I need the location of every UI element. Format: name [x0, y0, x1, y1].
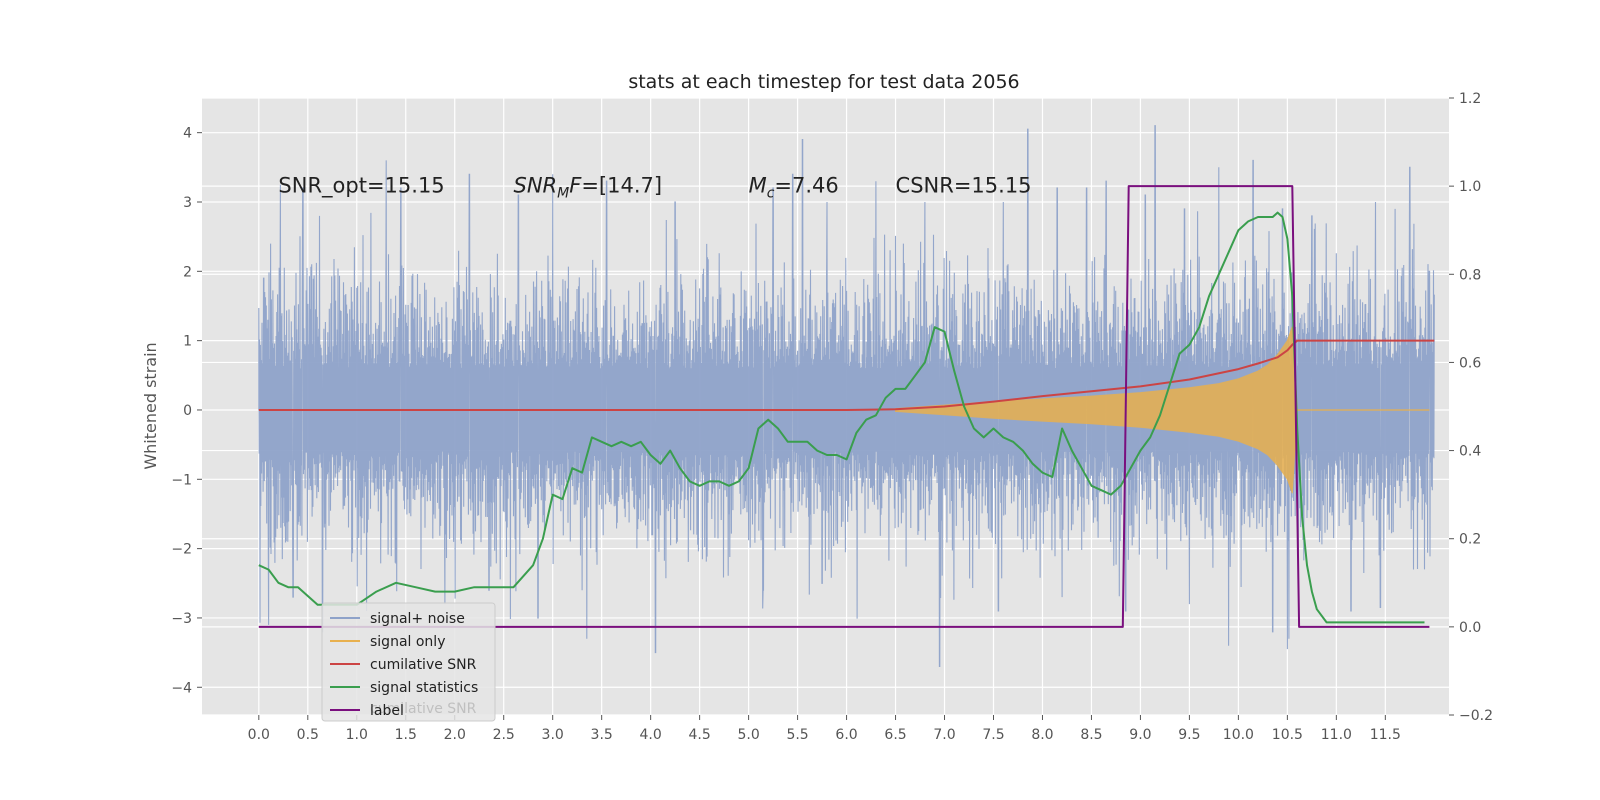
y-tick-label: −1: [171, 472, 192, 488]
y-axis-label: Whitened strain: [141, 342, 160, 469]
signal-statistics-line: [258, 211, 1425, 624]
y2-tick-label: 1.0: [1459, 179, 1481, 195]
x-tick-label: 10.0: [1223, 727, 1254, 743]
x-tick-label: 7.5: [982, 727, 1004, 743]
line-series-layer: [258, 185, 1435, 628]
x-tick-label: 10.5: [1272, 727, 1303, 743]
legend-item-signal-noise: signal+ noise: [330, 611, 465, 627]
y-tick-label: 2: [183, 264, 192, 280]
x-tick-label: 4.5: [688, 727, 710, 743]
annotation-4: CSNR=15.15: [896, 174, 1032, 198]
x-tick-label: 1.5: [395, 727, 417, 743]
y-tick-label: −3: [171, 611, 192, 627]
x-tick-label: 3.5: [591, 727, 613, 743]
axis-layer: 0.0 0.5 1.0 1.5 2.0 2.5 3.0 3.5 4.0 4.5 5.0 5.5 6.0 6…: [171, 91, 1493, 743]
x-tick-label: 6.5: [884, 727, 906, 743]
y2-tick-label: 1.2: [1459, 91, 1481, 107]
x-tick-label: 8.5: [1080, 727, 1102, 743]
annotation-2: SNRMF=[14.7]: [514, 174, 663, 202]
y2-tick-label: 0.4: [1459, 444, 1481, 460]
y-tick-label: 3: [183, 195, 192, 211]
chart-title: stats at each timestep for test data 205…: [628, 71, 1019, 93]
y-tick-label: −2: [171, 542, 192, 558]
legend-item-cumilative-snr: cumilative SNR: [330, 657, 477, 673]
legend-box: [321, 602, 496, 722]
y2-tick-label: 0.2: [1459, 532, 1481, 548]
y-tick-label: 4: [183, 126, 192, 142]
y-tick-label: −4: [171, 680, 192, 696]
legend-label: signal only: [370, 634, 445, 650]
legend-label: label: [370, 703, 404, 719]
x-tick-label: 9.5: [1178, 727, 1200, 743]
legend: cumilative SNR signal+ noise signal only cu…: [321, 602, 496, 722]
x-tick-label: 5.0: [737, 727, 759, 743]
x-tick-label: 2.0: [444, 727, 466, 743]
x-tick-label: 3.0: [542, 727, 564, 743]
x-tick-label: 1.0: [346, 727, 368, 743]
annotation-3: Mc=7.46: [749, 174, 839, 202]
y-tick-label: 1: [183, 334, 192, 350]
x-tick-label: 8.0: [1031, 727, 1053, 743]
x-tick-label: 6.0: [835, 727, 857, 743]
legend-label: signal statistics: [370, 680, 478, 696]
y2-tick-label: 0.0: [1459, 620, 1481, 636]
signal-noise-series: [258, 125, 1435, 668]
y2-tick-label: 0.6: [1459, 355, 1481, 371]
x-tick-label: 7.0: [933, 727, 955, 743]
legend-label: cumilative SNR: [370, 657, 477, 673]
x-tick-label: 4.0: [640, 727, 662, 743]
signal-noise-trace: [258, 125, 1435, 668]
legend-item-signal-only: signal only: [330, 634, 445, 650]
legend-item-label: label: [330, 703, 404, 719]
annotation-layer: SNR_opt=15.15 SNRMF=[14.7] Mc=7.46 CSNR=15.…: [278, 174, 1031, 202]
y-tick-label: 0: [183, 403, 192, 419]
x-tick-label: 2.5: [493, 727, 515, 743]
legend-label: signal+ noise: [370, 611, 465, 627]
x-tick-label: 5.5: [786, 727, 808, 743]
x-tick-label: 11.5: [1370, 727, 1401, 743]
x-tick-label: 0.0: [248, 727, 270, 743]
legend-overlapped-text: cumilative SNR: [370, 701, 477, 717]
annotation-1: SNR_opt=15.15: [278, 174, 444, 199]
x-tick-label: 9.0: [1129, 727, 1151, 743]
x-tick-label: 0.5: [297, 727, 319, 743]
y2-tick-label: 0.8: [1459, 267, 1481, 283]
label-line: [258, 185, 1430, 628]
y2-tick-label: −0.2: [1459, 708, 1493, 724]
x-tick-label: 11.0: [1321, 727, 1352, 743]
legend-item-signal-statistics: signal statistics: [330, 680, 478, 696]
